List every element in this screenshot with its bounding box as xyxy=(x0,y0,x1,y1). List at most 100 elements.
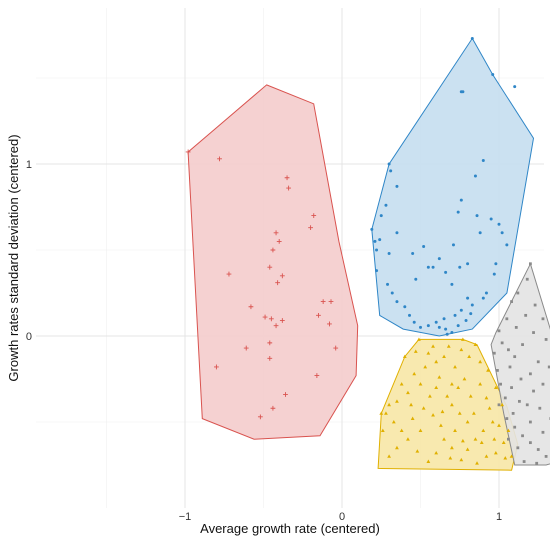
cluster-hulls xyxy=(187,37,550,471)
data-point-cluster-3 xyxy=(442,354,446,359)
data-point-cluster-3 xyxy=(484,395,489,400)
data-point-cluster-2 xyxy=(375,269,379,273)
data-point-cluster-2 xyxy=(378,238,382,242)
data-point-cluster-1 xyxy=(275,280,281,286)
data-point-cluster-4 xyxy=(541,382,545,386)
data-point-cluster-4 xyxy=(503,396,507,400)
data-point-cluster-2 xyxy=(414,277,418,281)
data-point-cluster-2 xyxy=(379,214,383,218)
data-point-cluster-4 xyxy=(521,434,524,438)
data-point-cluster-1 xyxy=(327,321,332,327)
data-point-cluster-4 xyxy=(514,326,518,329)
data-point-cluster-3 xyxy=(437,375,442,379)
data-point-cluster-3 xyxy=(434,450,439,455)
x-axis-title: Average growth rate (centered) xyxy=(200,521,380,536)
data-point-cluster-3 xyxy=(448,456,453,460)
tick-labels: −1 0 1 0 1 xyxy=(26,159,502,523)
data-point-cluster-2 xyxy=(375,248,379,252)
data-point-cluster-1 xyxy=(214,364,219,370)
data-point-cluster-4 xyxy=(505,317,509,321)
data-point-cluster-4 xyxy=(513,355,517,359)
data-point-cluster-1 xyxy=(217,156,222,162)
data-point-cluster-3 xyxy=(506,428,511,432)
data-point-cluster-2 xyxy=(445,332,449,336)
data-point-cluster-3 xyxy=(481,428,486,432)
data-point-cluster-2 xyxy=(408,313,412,317)
data-point-cluster-3 xyxy=(453,364,457,369)
data-point-cluster-1 xyxy=(243,345,249,351)
data-point-cluster-4 xyxy=(508,365,512,369)
data-point-cluster-4 xyxy=(529,262,532,266)
data-point-cluster-2 xyxy=(461,90,465,94)
data-point-cluster-2 xyxy=(370,227,374,231)
data-point-cluster-4 xyxy=(525,403,529,407)
cluster-hull-1 xyxy=(187,84,359,440)
data-point-cluster-1 xyxy=(316,312,321,318)
data-points xyxy=(185,36,550,465)
data-point-cluster-2 xyxy=(437,257,441,261)
data-point-cluster-3 xyxy=(500,402,505,407)
data-point-cluster-4 xyxy=(532,389,535,393)
data-point-cluster-3 xyxy=(493,450,498,455)
x-tick-label: 0 xyxy=(339,511,345,523)
data-point-cluster-3 xyxy=(417,337,421,341)
data-point-cluster-3 xyxy=(431,413,435,417)
data-point-cluster-3 xyxy=(475,461,479,465)
data-point-cluster-3 xyxy=(501,440,506,445)
data-point-cluster-2 xyxy=(497,222,501,226)
data-point-cluster-3 xyxy=(460,337,465,341)
data-point-cluster-2 xyxy=(387,162,391,166)
data-point-cluster-2 xyxy=(411,251,415,255)
data-point-cluster-4 xyxy=(522,460,526,463)
data-point-cluster-4 xyxy=(516,446,520,450)
data-point-cluster-4 xyxy=(529,441,532,445)
data-point-cluster-4 xyxy=(519,377,523,381)
data-point-cluster-1 xyxy=(286,185,292,191)
data-point-cluster-4 xyxy=(497,329,501,333)
data-point-cluster-1 xyxy=(268,316,274,322)
data-point-cluster-1 xyxy=(185,149,191,155)
data-point-cluster-1 xyxy=(311,213,317,218)
data-point-cluster-4 xyxy=(510,386,513,389)
data-point-cluster-3 xyxy=(426,351,431,355)
data-point-cluster-4 xyxy=(547,365,550,369)
data-point-cluster-3 xyxy=(450,382,454,386)
data-point-cluster-1 xyxy=(284,175,290,181)
data-point-cluster-3 xyxy=(478,359,483,364)
data-point-cluster-4 xyxy=(535,461,539,465)
data-point-cluster-2 xyxy=(475,214,479,218)
y-axis-title: Growth rates standard deviation (centere… xyxy=(6,134,21,381)
data-point-cluster-3 xyxy=(457,411,462,415)
data-point-cluster-1 xyxy=(267,340,273,346)
cluster-hull-2 xyxy=(371,37,535,337)
data-point-cluster-3 xyxy=(395,399,399,403)
data-point-cluster-2 xyxy=(464,319,468,323)
data-point-cluster-1 xyxy=(308,225,313,231)
data-point-cluster-4 xyxy=(496,369,499,372)
data-point-cluster-3 xyxy=(412,371,417,376)
data-point-cluster-3 xyxy=(387,402,391,407)
data-point-cluster-4 xyxy=(513,425,517,429)
data-point-cluster-4 xyxy=(529,420,532,424)
data-point-cluster-3 xyxy=(493,385,498,389)
data-point-cluster-2 xyxy=(513,85,517,89)
data-point-cluster-2 xyxy=(500,231,504,235)
data-point-cluster-3 xyxy=(468,394,473,398)
data-point-cluster-1 xyxy=(257,414,263,420)
data-point-cluster-1 xyxy=(226,271,232,277)
data-point-cluster-2 xyxy=(426,265,430,269)
data-point-cluster-3 xyxy=(418,428,423,432)
data-point-cluster-2 xyxy=(459,198,463,202)
data-point-cluster-2 xyxy=(450,331,454,335)
data-point-cluster-3 xyxy=(460,438,465,443)
data-point-cluster-4 xyxy=(541,430,545,434)
data-point-cluster-3 xyxy=(402,354,407,359)
data-point-cluster-3 xyxy=(456,385,461,389)
data-point-cluster-3 xyxy=(497,423,501,427)
data-point-cluster-2 xyxy=(456,210,460,214)
data-point-cluster-3 xyxy=(391,420,396,424)
data-point-cluster-2 xyxy=(481,159,485,163)
data-point-cluster-1 xyxy=(270,405,276,411)
data-point-cluster-2 xyxy=(470,36,474,40)
data-point-cluster-3 xyxy=(446,344,451,348)
